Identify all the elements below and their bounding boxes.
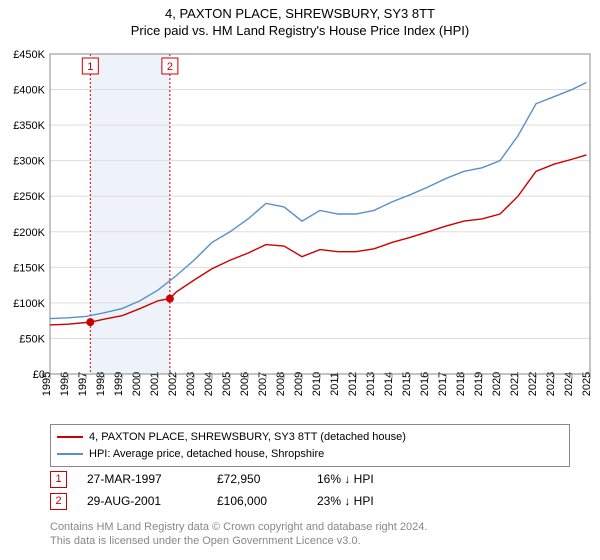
svg-text:2001: 2001 — [149, 372, 161, 396]
svg-text:2010: 2010 — [311, 372, 323, 396]
transaction-date-1: 27-MAR-1997 — [87, 472, 197, 486]
svg-text:1997: 1997 — [77, 372, 89, 396]
svg-text:2003: 2003 — [185, 372, 197, 396]
svg-text:2009: 2009 — [293, 372, 305, 396]
svg-text:£300K: £300K — [13, 156, 45, 168]
transaction-date-2: 29-AUG-2001 — [87, 494, 197, 508]
legend-label-1: 4, PAXTON PLACE, SHREWSBURY, SY3 8TT (de… — [89, 429, 406, 446]
transaction-row-2: 2 29-AUG-2001 £106,000 23% ↓ HPI — [50, 490, 417, 512]
svg-text:£450K: £450K — [13, 49, 45, 61]
svg-text:£50K: £50K — [19, 333, 45, 345]
svg-text:1995: 1995 — [41, 372, 53, 396]
chart-title-line2: Price paid vs. HM Land Registry's House … — [0, 21, 600, 38]
svg-text:2015: 2015 — [401, 372, 413, 396]
svg-text:£200K: £200K — [13, 227, 45, 239]
svg-text:2024: 2024 — [563, 372, 575, 396]
svg-text:2005: 2005 — [221, 372, 233, 396]
svg-text:2016: 2016 — [419, 372, 431, 396]
svg-text:1999: 1999 — [113, 372, 125, 396]
legend-row-2: HPI: Average price, detached house, Shro… — [57, 446, 563, 463]
legend-swatch-2 — [57, 453, 83, 455]
svg-text:£250K: £250K — [13, 191, 45, 203]
chart-area: £0£50K£100K£150K£200K£250K£300K£350K£400… — [0, 46, 600, 422]
transaction-row-1: 1 27-MAR-1997 £72,950 16% ↓ HPI — [50, 468, 417, 490]
svg-text:2020: 2020 — [491, 372, 503, 396]
transaction-badge-2: 2 — [50, 493, 67, 510]
legend: 4, PAXTON PLACE, SHREWSBURY, SY3 8TT (de… — [50, 424, 570, 467]
svg-text:2007: 2007 — [257, 372, 269, 396]
svg-text:2004: 2004 — [203, 372, 215, 396]
svg-text:2023: 2023 — [545, 372, 557, 396]
legend-swatch-1 — [57, 436, 83, 438]
svg-text:2008: 2008 — [275, 372, 287, 396]
transaction-price-1: £72,950 — [217, 472, 297, 486]
svg-text:2006: 2006 — [239, 372, 251, 396]
svg-text:2021: 2021 — [509, 372, 521, 396]
transaction-badge-1: 1 — [50, 471, 67, 488]
svg-text:2012: 2012 — [347, 372, 359, 396]
svg-text:2017: 2017 — [437, 372, 449, 396]
svg-text:£350K: £350K — [13, 120, 45, 132]
svg-text:£100K: £100K — [13, 298, 45, 310]
svg-text:2018: 2018 — [455, 372, 467, 396]
svg-text:1996: 1996 — [59, 372, 71, 396]
legend-label-2: HPI: Average price, detached house, Shro… — [89, 446, 324, 463]
svg-text:1998: 1998 — [95, 372, 107, 396]
svg-text:£400K: £400K — [13, 85, 45, 97]
svg-text:£150K: £150K — [13, 262, 45, 274]
license-text: Contains HM Land Registry data © Crown c… — [50, 520, 427, 549]
svg-text:2002: 2002 — [167, 372, 179, 396]
svg-text:1: 1 — [87, 61, 93, 73]
svg-text:2019: 2019 — [473, 372, 485, 396]
transaction-note-1: 16% ↓ HPI — [317, 472, 417, 486]
transaction-price-2: £106,000 — [217, 494, 297, 508]
svg-text:2022: 2022 — [527, 372, 539, 396]
svg-text:2025: 2025 — [581, 372, 593, 396]
svg-text:2013: 2013 — [365, 372, 377, 396]
svg-text:2011: 2011 — [329, 372, 341, 396]
svg-text:2014: 2014 — [383, 372, 395, 396]
legend-row-1: 4, PAXTON PLACE, SHREWSBURY, SY3 8TT (de… — [57, 429, 563, 446]
svg-text:2: 2 — [167, 61, 173, 73]
chart-title-line1: 4, PAXTON PLACE, SHREWSBURY, SY3 8TT — [0, 0, 600, 21]
transaction-note-2: 23% ↓ HPI — [317, 494, 417, 508]
svg-text:2000: 2000 — [131, 372, 143, 396]
transaction-table: 1 27-MAR-1997 £72,950 16% ↓ HPI 2 29-AUG… — [50, 468, 417, 512]
